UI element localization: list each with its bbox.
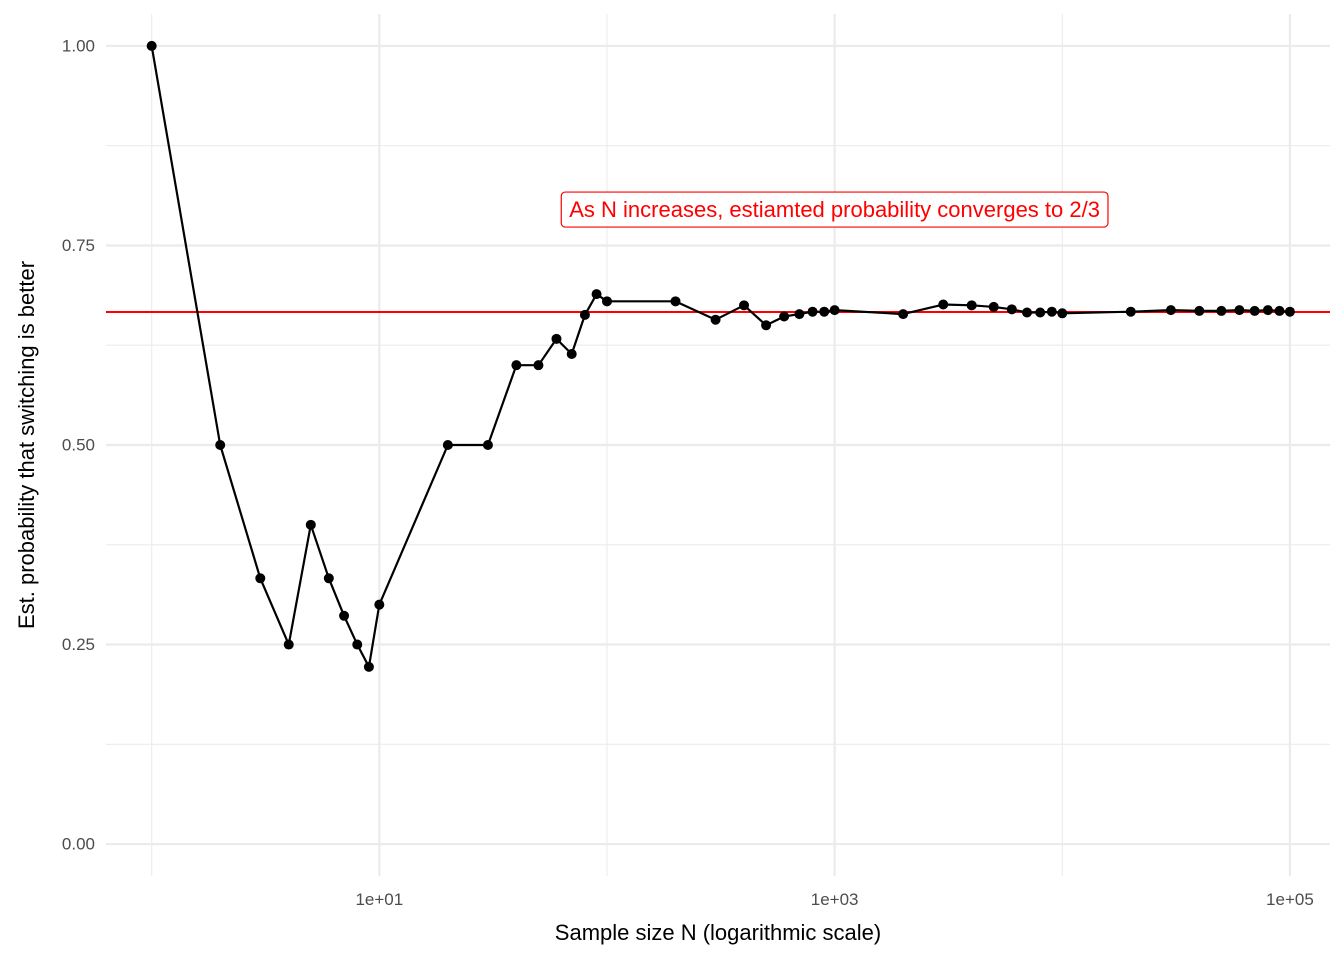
data-point [339, 610, 350, 621]
data-point [1046, 306, 1057, 317]
data-point [829, 305, 840, 316]
data-point [898, 309, 909, 320]
x-axis-title: Sample size N (logarithmic scale) [555, 920, 881, 945]
y-tick-label: 1.00 [62, 36, 95, 55]
x-tick-labels: 1e+01 1e+03 1e+05 [355, 890, 1313, 909]
data-point [146, 40, 157, 51]
data-point [1216, 305, 1227, 316]
data-point [442, 440, 453, 450]
data-point [1057, 308, 1068, 319]
annotation-box [560, 191, 1109, 228]
data-point [511, 360, 522, 371]
data-point [819, 306, 830, 317]
data-point [482, 440, 493, 450]
grid-major [106, 14, 1330, 876]
data-point [323, 573, 334, 584]
data-point [779, 311, 790, 322]
data-point [533, 360, 544, 371]
data-point [283, 639, 294, 650]
data-point [591, 289, 602, 300]
x-tick-label: 1e+05 [1266, 890, 1314, 909]
annotation: As N increases, estiamted probability co… [560, 191, 1109, 228]
data-point [305, 519, 316, 530]
data-point [794, 309, 805, 320]
data-point [1262, 305, 1273, 316]
data-point [255, 573, 266, 584]
data-point [1284, 306, 1295, 317]
data-point [1165, 305, 1176, 316]
data-point [670, 296, 681, 307]
data-point [566, 349, 577, 360]
data-point [1022, 307, 1033, 318]
data-point [938, 299, 949, 310]
data-point [374, 599, 385, 610]
data-point [352, 639, 363, 650]
data-point [215, 440, 226, 450]
y-tick-label: 0.00 [62, 835, 95, 854]
data-point [1035, 307, 1046, 318]
data-point [988, 301, 999, 312]
data-point [363, 661, 374, 672]
data-points [146, 40, 1295, 672]
data-point [1249, 305, 1260, 316]
data-point [551, 333, 562, 344]
data-point [807, 306, 818, 317]
annotation-label: As N increases, estiamted probability co… [569, 197, 1100, 222]
data-point [1234, 305, 1245, 316]
data-point [710, 314, 721, 325]
data-point [579, 309, 590, 320]
data-point [1194, 305, 1205, 316]
data-point [1274, 305, 1285, 316]
y-tick-label: 0.25 [62, 635, 95, 654]
data-point [966, 300, 977, 311]
y-axis-title: Est. probability that switching is bette… [14, 261, 39, 629]
data-point [601, 296, 612, 307]
data-point [761, 320, 772, 331]
data-point [739, 300, 750, 311]
series-line [150, 45, 1290, 668]
y-tick-labels: 0.00 0.25 0.50 0.75 1.00 [62, 36, 95, 853]
data-point [1006, 304, 1017, 315]
y-tick-label: 0.50 [62, 436, 95, 455]
x-tick-label: 1e+01 [355, 890, 403, 909]
data-point [1125, 306, 1136, 317]
y-tick-label: 0.75 [62, 236, 95, 255]
x-tick-label: 1e+03 [811, 890, 859, 909]
